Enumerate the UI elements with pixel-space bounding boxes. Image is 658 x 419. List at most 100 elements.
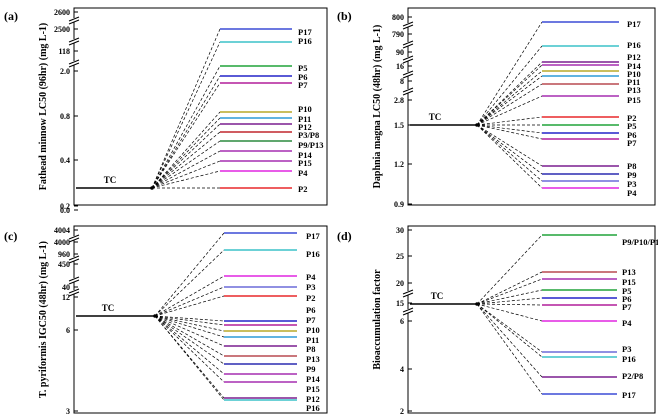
panel-b: (b) Daphnia magna LC50 (48hr) (mg L-1) 800… [337,7,656,209]
level-label: P3 [622,344,631,354]
connector-dash [154,315,225,347]
y-tick-label: 12 [62,293,70,302]
y-tick-label: 2 [400,407,404,416]
axis-break-mark [402,24,414,30]
reference-node [475,123,479,127]
level-label: P8 [306,344,315,354]
y-tick-label: 960 [58,250,70,259]
axis-break [403,23,413,27]
level-label: P11 [306,335,319,345]
level-label: P4 [622,318,632,328]
y-tick-label: 800 [392,13,404,22]
axis-break [403,57,413,61]
panel-letter: (b) [337,9,352,23]
connector-dash [154,315,225,357]
y-tick-label: 4004 [54,226,70,235]
y-tick-label: 25 [396,252,404,261]
connector-dash [476,61,543,126]
axis-break [69,290,79,294]
y-tick-label: 1.5 [394,121,404,130]
level-label: P15 [622,277,636,287]
level-label: P13 [627,85,641,95]
level-label: P13 [306,354,320,364]
y-tick-label: 450 [58,260,70,269]
y-tick-label: 3 [66,407,70,416]
connector-dash [476,21,543,126]
level-label: P17 [298,27,312,37]
y-tick-label: 0.2 [60,202,70,211]
level-label: P12 [627,52,641,62]
y-tick-label: 20 [396,279,404,288]
connector-dash [476,124,543,134]
axis-break-mark [402,58,414,64]
level-label: P15 [306,384,320,394]
level-label: P9/P13 [298,140,324,150]
y-tick-label: 6 [66,326,70,335]
axis-break-mark [68,258,80,264]
connector-dash [154,295,225,317]
level-label: P16 [622,354,636,364]
axis-break-mark [68,234,80,240]
y-tick-label: 0.9 [394,200,404,209]
axis-break-mark [68,37,80,43]
connector-dash [154,315,225,383]
connector-dash [154,275,225,317]
connector-dash [151,75,221,189]
connector-dash [476,303,543,395]
axis-break-mark [402,87,414,93]
axis-break-mark [402,73,414,79]
y-axis-title: Bioaccumulation factor [372,269,383,370]
connector-dash [476,303,543,353]
level-label: P7 [622,302,632,312]
connector-dash [476,278,543,305]
axis-break [403,309,413,313]
reference-node [150,186,154,190]
level-label: P16 [306,403,320,413]
level-label: P5 [627,121,636,131]
level-label: P9/P10/P11/P12/P14 [622,237,658,247]
axis-break-mark [68,255,80,261]
connector-dash [476,303,543,306]
axis-break-mark [68,237,80,243]
connector-dash [151,170,221,189]
level-label: P4 [306,272,316,282]
axis-break-mark [68,19,80,25]
connector-dash [151,28,221,189]
y-tick-label: 118 [58,47,70,56]
axis-break-mark [68,276,80,282]
y-tick-label: 15 [396,299,404,308]
level-label: P14 [306,374,320,384]
level-label: P6 [298,72,307,82]
reference-node [153,314,157,318]
axis-break-mark [402,43,414,49]
y-tick-label: 2.8 [394,96,404,105]
connector-dash [476,289,543,305]
connector-dash [476,95,543,126]
level-label: P11 [298,114,311,124]
y-tick-label: 2500 [54,25,70,34]
y-tick-label: 0.8 [60,112,70,121]
level-label: P3/P8 [298,130,319,140]
y-tick-label: 30 [396,226,404,235]
level-label: P16 [298,36,312,46]
y-tick-label: 790 [392,30,404,39]
connector-dash [151,82,221,189]
axis-break-mark [402,70,414,76]
level-label: P6 [627,130,636,140]
level-label: P3 [627,179,636,189]
axis-break [403,42,413,46]
connector-dash [476,83,543,126]
connector-dash [476,303,543,358]
level-label: P6 [306,305,315,315]
level-label: P14 [298,150,312,160]
connector-dash [476,70,543,126]
y-tick-label: 6 [400,317,404,326]
level-label: P17 [627,19,641,29]
level-label: P5 [298,63,307,73]
axis-break-mark [402,292,414,298]
level-label: P8 [627,161,636,171]
y-axis-title: T. pyriformis IGC50 (48hr) (mg L-1) [38,241,49,398]
connector-dash [476,297,543,305]
connector-dash [154,315,225,326]
axis-break-mark [402,289,414,295]
